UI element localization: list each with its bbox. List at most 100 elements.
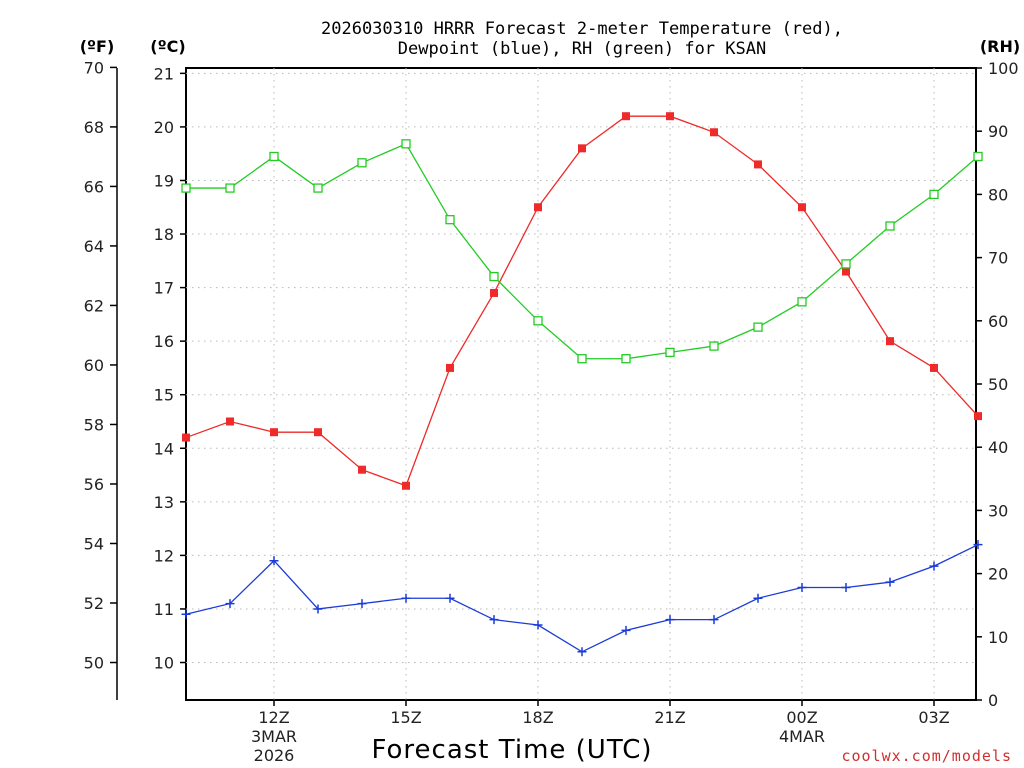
rh-point bbox=[313, 183, 323, 193]
rh-tick-label: 0 bbox=[988, 691, 998, 710]
celsius-tick-label: 11 bbox=[154, 600, 174, 619]
celsius-tick-label: 15 bbox=[154, 386, 174, 405]
temperature-point bbox=[798, 203, 806, 212]
fahrenheit-unit-label: (ºF) bbox=[80, 37, 115, 56]
rh-point bbox=[753, 322, 763, 332]
time-tick-label: 00Z bbox=[786, 708, 817, 727]
dewpoint-point bbox=[753, 593, 763, 603]
temperature-point bbox=[314, 428, 322, 437]
temperature-point bbox=[710, 128, 718, 137]
rh-tick-label: 60 bbox=[988, 312, 1008, 331]
rh-tick-label: 40 bbox=[988, 438, 1008, 457]
time-tick-label: 18Z bbox=[522, 708, 553, 727]
temperature-point bbox=[842, 267, 850, 276]
date-tick-label: 4MAR bbox=[779, 727, 825, 746]
dewpoint-point bbox=[269, 556, 279, 566]
temperature-point bbox=[226, 417, 234, 426]
temperature-point bbox=[930, 363, 938, 372]
fahrenheit-tick-label: 60 bbox=[84, 356, 104, 375]
time-tick-label: 03Z bbox=[918, 708, 949, 727]
fahrenheit-tick-label: 54 bbox=[84, 534, 104, 553]
rh-point bbox=[577, 354, 587, 364]
series-line-rh bbox=[186, 143, 979, 360]
rh-tick-label: 100 bbox=[988, 59, 1019, 78]
rh-point bbox=[225, 183, 235, 193]
rh-point bbox=[841, 259, 851, 269]
temperature-point bbox=[666, 112, 674, 121]
date-tick-label: 2026 bbox=[254, 746, 295, 765]
celsius-unit-label: (ºC) bbox=[150, 37, 185, 56]
dewpoint-point bbox=[533, 620, 543, 630]
celsius-tick-label: 21 bbox=[154, 64, 174, 83]
rh-point bbox=[269, 151, 279, 162]
temperature-point bbox=[446, 363, 454, 372]
rh-point bbox=[401, 139, 411, 149]
series-rh bbox=[181, 139, 983, 364]
rh-point bbox=[665, 347, 675, 358]
dewpoint-point bbox=[445, 593, 455, 603]
celsius-tick-label: 14 bbox=[154, 439, 174, 458]
temperature-point bbox=[182, 433, 190, 442]
fahrenheit-tick-label: 70 bbox=[84, 58, 104, 77]
celsius-tick-label: 10 bbox=[154, 654, 174, 673]
celsius-tick-label: 13 bbox=[154, 493, 174, 512]
rh-point bbox=[489, 271, 499, 282]
dewpoint-point bbox=[929, 561, 939, 571]
fahrenheit-tick-label: 62 bbox=[84, 296, 104, 315]
temperature-point bbox=[490, 288, 498, 297]
temperature-point bbox=[754, 160, 762, 169]
rh-point bbox=[621, 354, 631, 364]
fahrenheit-axis: 50 52 54 56 58 60 62 64 66 68 70 bbox=[84, 58, 117, 673]
rh-point bbox=[445, 215, 455, 225]
dewpoint-point bbox=[665, 615, 675, 625]
fahrenheit-tick-label: 58 bbox=[84, 415, 104, 434]
rh-point bbox=[709, 341, 719, 351]
rh-point bbox=[885, 221, 895, 231]
rh-tick-label: 20 bbox=[988, 565, 1008, 584]
series-dewpoint bbox=[181, 540, 983, 657]
rh-tick-label: 90 bbox=[988, 122, 1008, 141]
fahrenheit-tick-label: 56 bbox=[84, 475, 104, 494]
celsius-tick-label: 18 bbox=[154, 225, 174, 244]
time-tick-label: 15Z bbox=[390, 708, 421, 727]
time-tick-label: 21Z bbox=[654, 708, 685, 727]
credit-text: coolwx.com/models bbox=[841, 747, 1012, 765]
dewpoint-point bbox=[181, 609, 191, 619]
series-temperature bbox=[182, 112, 982, 490]
fahrenheit-tick-label: 52 bbox=[84, 594, 104, 613]
rh-tick-label: 10 bbox=[988, 628, 1008, 647]
dewpoint-point bbox=[621, 625, 631, 635]
dewpoint-point bbox=[885, 577, 895, 587]
dewpoint-point bbox=[357, 599, 367, 609]
dewpoint-point bbox=[797, 583, 807, 593]
dewpoint-point bbox=[225, 599, 235, 609]
celsius-axis: 10 11 12 13 14 15 16 17 18 19 20 21 bbox=[154, 64, 186, 673]
rh-point bbox=[357, 158, 367, 168]
celsius-tick-label: 17 bbox=[154, 279, 174, 298]
rh-axis: 0 10 20 30 40 50 60 70 80 90 100 bbox=[976, 59, 1019, 710]
temperature-point bbox=[974, 412, 982, 421]
fahrenheit-tick-label: 68 bbox=[84, 118, 104, 137]
temperature-point bbox=[886, 337, 894, 346]
fahrenheit-tick-label: 66 bbox=[84, 177, 104, 196]
dewpoint-point bbox=[577, 647, 587, 657]
celsius-tick-label: 19 bbox=[154, 171, 174, 190]
temperature-point bbox=[622, 112, 630, 121]
rh-unit-label: (RH) bbox=[980, 37, 1020, 56]
rh-tick-label: 50 bbox=[988, 375, 1008, 394]
rh-point bbox=[533, 316, 543, 326]
gridlines bbox=[186, 68, 976, 700]
dewpoint-point bbox=[841, 583, 851, 593]
rh-point bbox=[929, 189, 939, 200]
x-axis-label: Forecast Time (UTC) bbox=[371, 735, 652, 765]
rh-point bbox=[181, 183, 191, 193]
temperature-point bbox=[534, 203, 542, 212]
temperature-point bbox=[402, 481, 410, 490]
rh-tick-label: 70 bbox=[988, 249, 1008, 268]
series-layer bbox=[181, 112, 983, 657]
rh-tick-label: 80 bbox=[988, 185, 1008, 204]
rh-point bbox=[797, 297, 807, 307]
temperature-point bbox=[358, 465, 366, 474]
dewpoint-point bbox=[401, 593, 411, 603]
